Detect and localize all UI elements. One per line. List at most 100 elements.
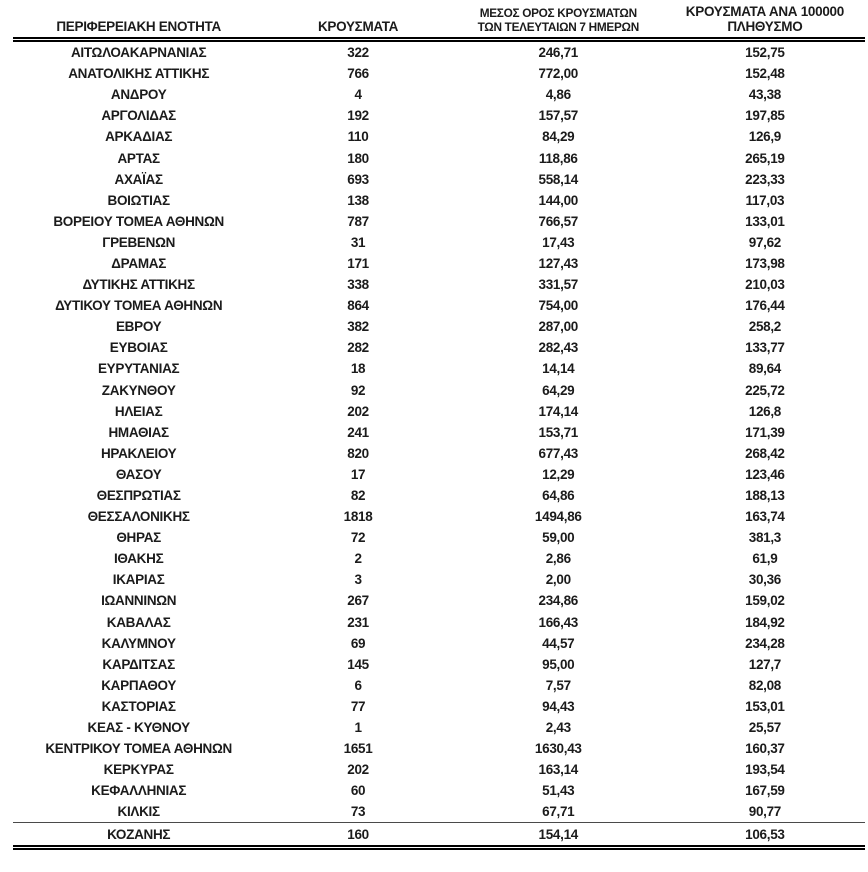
avg7days-value: 163,14	[538, 762, 579, 778]
per100k-value: 163,74	[745, 509, 785, 525]
region-name: ΑΝΑΤΟΛΙΚΗΣ ΑΤΤΙΚΗΣ	[68, 66, 210, 82]
per100k-value: 43,38	[748, 87, 782, 103]
region-name: ΚΕΑΣ - ΚΥΘΝΟΥ	[87, 720, 191, 736]
table-header: ΠΕΡΙΦΕΡΕΙΑΚΗ ΕΝΟΤΗΤΑ ΚΡΟΥΣΜΑΤΑ ΜΕΣΟΣ ΟΡΟ…	[13, 4, 865, 42]
region-name: ΑΙΤΩΛΟΑΚΑΡΝΑΝΙΑΣ	[70, 45, 207, 61]
per100k-value: 25,57	[748, 720, 782, 736]
table-row: ΚΕΝΤΡΙΚΟΥ ΤΟΜΕΑ ΑΘΗΝΩΝ 1651 1630,43 160,37	[13, 738, 865, 759]
column-header-label-line2: ΤΩΝ ΤΕΛΕΥΤΑΙΩΝ 7 ΗΜΕΡΩΝ	[477, 20, 640, 34]
region-name: ΚΕΝΤΡΙΚΟΥ ΤΟΜΕΑ ΑΘΗΝΩΝ	[45, 741, 232, 757]
per100k-value: 160,37	[745, 741, 785, 757]
per100k-value: 30,36	[748, 572, 782, 588]
avg7days-value: 246,71	[538, 45, 579, 61]
cases-value: 282	[347, 340, 369, 356]
per100k-value: 210,03	[745, 277, 785, 293]
cases-value: 145	[347, 656, 369, 672]
table-row: ΑΡΤΑΣ 180 118,86 265,19	[13, 147, 865, 168]
header-row: ΠΕΡΙΦΕΡΕΙΑΚΗ ΕΝΟΤΗΤΑ ΚΡΟΥΣΜΑΤΑ ΜΕΣΟΣ ΟΡΟ…	[13, 4, 865, 42]
avg7days-value: 558,14	[538, 171, 579, 187]
per100k-value: 173,98	[745, 255, 785, 271]
cases-value: 338	[347, 277, 369, 293]
per100k-value: 82,08	[748, 677, 782, 693]
cases-value: 864	[347, 298, 369, 314]
table-row: ΙΘΑΚΗΣ 2 2,86 61,9	[13, 548, 865, 569]
region-name: ΓΡΕΒΕΝΩΝ	[102, 234, 176, 250]
cases-value: 202	[347, 762, 369, 778]
column-header-cases: ΚΡΟΥΣΜΑΤΑ	[264, 4, 452, 42]
region-name: ΙΩΑΝΝΙΝΩΝ	[101, 593, 177, 609]
cases-value: 693	[347, 171, 369, 187]
avg7days-value: 7,57	[545, 677, 571, 693]
region-name: ΚΑΛΥΜΝΟΥ	[101, 635, 176, 651]
per100k-value: 184,92	[745, 614, 785, 630]
table-row: ΚΕΦΑΛΛΗΝΙΑΣ 60 51,43 167,59	[13, 780, 865, 801]
per100k-value: 123,46	[745, 466, 785, 482]
avg7days-value: 234,86	[538, 593, 579, 609]
per100k-value: 97,62	[748, 234, 782, 250]
region-name: ΘΗΡΑΣ	[116, 530, 161, 546]
cases-value: 69	[350, 635, 366, 651]
avg7days-value: 153,71	[538, 424, 579, 440]
column-header-label-line2: ΠΛΗΘΥΣΜΟ	[727, 19, 803, 34]
avg7days-value: 157,57	[538, 108, 579, 124]
avg7days-value: 44,57	[542, 635, 575, 651]
region-name: ΚΑΡΔΙΤΣΑΣ	[102, 656, 175, 672]
cases-value: 138	[347, 192, 369, 208]
column-header-avg-7days: ΜΕΣΟΣ ΟΡΟΣ ΚΡΟΥΣΜΑΤΩΝ ΤΩΝ ΤΕΛΕΥΤΑΙΩΝ 7 Η…	[451, 4, 665, 42]
avg7days-value: 64,86	[542, 488, 575, 504]
avg7days-value: 94,43	[542, 698, 575, 714]
cases-value: 820	[347, 445, 369, 461]
region-name: ΒΟΙΩΤΙΑΣ	[107, 192, 171, 208]
region-name: ΔΡΑΜΑΣ	[111, 255, 167, 271]
cases-value: 4	[354, 87, 362, 103]
table-row: ΙΩΑΝΝΙΝΩΝ 267 234,86 159,02	[13, 590, 865, 611]
table-row: ΑΡΚΑΔΙΑΣ 110 84,29 126,9	[13, 126, 865, 147]
region-name: ΗΡΑΚΛΕΙΟΥ	[100, 445, 177, 461]
table-row: ΚΑΒΑΛΑΣ 231 166,43 184,92	[13, 612, 865, 633]
cases-by-regional-unit-table: ΠΕΡΙΦΕΡΕΙΑΚΗ ΕΝΟΤΗΤΑ ΚΡΟΥΣΜΑΤΑ ΜΕΣΟΣ ΟΡΟ…	[13, 4, 865, 850]
table-row: ΑΝΑΤΟΛΙΚΗΣ ΑΤΤΙΚΗΣ 766 772,00 152,48	[13, 63, 865, 84]
cases-value: 171	[347, 255, 369, 271]
cases-table-container: ΠΕΡΙΦΕΡΕΙΑΚΗ ΕΝΟΤΗΤΑ ΚΡΟΥΣΜΑΤΑ ΜΕΣΟΣ ΟΡΟ…	[13, 4, 865, 850]
cases-value: 231	[347, 614, 369, 630]
per100k-value: 268,42	[745, 445, 785, 461]
table-row: ΘΗΡΑΣ 72 59,00 381,3	[13, 527, 865, 548]
region-name: ΘΕΣΣΑΛΟΝΙΚΗΣ	[87, 509, 190, 525]
per100k-value: 106,53	[664, 822, 865, 850]
table-row: ΚΑΣΤΟΡΙΑΣ 77 94,43 153,01	[13, 696, 865, 717]
per100k-value: 258,2	[748, 319, 782, 335]
region-name: ΒΟΡΕΙΟΥ ΤΟΜΕΑ ΑΘΗΝΩΝ	[53, 213, 224, 229]
avg7days-value: 331,57	[538, 277, 579, 293]
table-row: ΚΕΡΚΥΡΑΣ 202 163,14 193,54	[13, 759, 865, 780]
table-row: ΕΥΡΥΤΑΝΙΑΣ 18 14,14 89,64	[13, 358, 865, 379]
region-name: ΗΛΕΙΑΣ	[114, 403, 163, 419]
region-name: ΚΑΣΤΟΡΙΑΣ	[101, 698, 176, 714]
table-row: ΔΡΑΜΑΣ 171 127,43 173,98	[13, 253, 865, 274]
cases-value: 1	[354, 720, 362, 736]
table-row: ΔΥΤΙΚΗΣ ΑΤΤΙΚΗΣ 338 331,57 210,03	[13, 274, 865, 295]
avg7days-value: 766,57	[538, 213, 579, 229]
table-row: ΑΡΓΟΛΙΔΑΣ 192 157,57 197,85	[13, 105, 865, 126]
region-name: ΚΕΦΑΛΛΗΝΙΑΣ	[91, 783, 187, 799]
avg7days-value: 84,29	[542, 129, 575, 145]
cases-value: 2	[354, 551, 362, 567]
per100k-value: 197,85	[745, 108, 785, 124]
cases-value: 192	[347, 108, 369, 124]
avg7days-value: 2,00	[545, 572, 571, 588]
table-row: ΚΑΡΠΑΘΟΥ 6 7,57 82,08	[13, 675, 865, 696]
avg7days-value: 287,00	[538, 319, 579, 335]
cases-value: 1818	[343, 509, 373, 525]
region-name: ΕΒΡΟΥ	[115, 319, 162, 335]
region-name: ΗΜΑΘΙΑΣ	[108, 424, 169, 440]
column-header-label: ΠΕΡΙΦΕΡΕΙΑΚΗ ΕΝΟΤΗΤΑ	[56, 19, 221, 34]
per100k-value: 193,54	[745, 762, 785, 778]
avg7days-value: 59,00	[542, 530, 575, 546]
region-name: ΚΑΒΑΛΑΣ	[106, 614, 171, 630]
region-name: ΘΑΣΟΥ	[115, 466, 162, 482]
cases-value: 31	[350, 234, 366, 250]
per100k-value: 126,9	[748, 129, 782, 145]
table-row: ΘΕΣΠΡΩΤΙΑΣ 82 64,86 188,13	[13, 485, 865, 506]
per100k-value: 159,02	[745, 593, 785, 609]
table-row: ΚΑΡΔΙΤΣΑΣ 145 95,00 127,7	[13, 654, 865, 675]
avg7days-value: 118,86	[538, 150, 578, 166]
